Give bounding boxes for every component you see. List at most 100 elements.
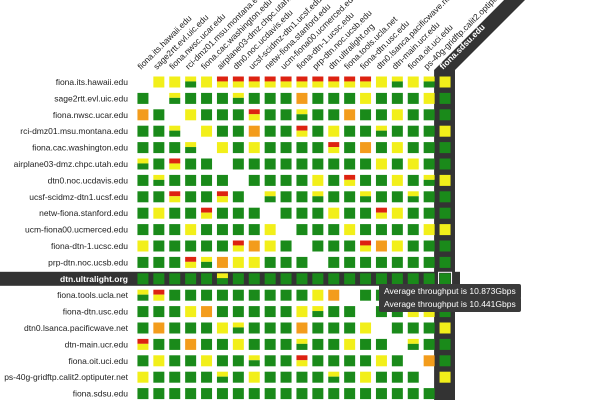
matrix-cell-ps-40g-gridftp-calit2-optiputer-net-to-fiona-its-hawaii-edu[interactable] [137,371,149,383]
matrix-cell-fiona-dtn-usc-edu-to-dtn-ultralight-org[interactable] [328,306,340,318]
row-label-fiona-dtn-usc-edu[interactable]: fiona-dtn.usc.edu [63,307,128,317]
matrix-cell-dtn-main-ucr-edu-to-fiona-oit-uci-edu[interactable] [407,338,419,350]
matrix-cell-fiona-oit-uci-edu-to-ucm-fiona00-ucmerced-edu[interactable] [280,355,292,367]
matrix-cell-dtn0-lsanca-pacificwave-net-to-dtn-ultralight-org[interactable] [328,322,340,334]
matrix-cell-dtn-main-ucr-edu-to-dtn0-noc-ucdavis-edu[interactable] [232,338,244,350]
matrix-cell-ps-40g-gridftp-calit2-optiputer-net-to-fiona-tools-ucla-net[interactable] [344,371,356,383]
matrix-cell-dtn0-noc-ucdavis-edu-to-fiona-its-hawaii-edu[interactable] [137,174,149,186]
matrix-cell-sage2rtt-evl-uic-edu-to-ps-40g-gridftp-calit2-optiputer-net[interactable] [423,92,435,104]
row-label-dtn0-lsanca-pacificwave-net[interactable]: dtn0.lsanca.pacificwave.net [24,323,129,333]
matrix-cell-prp-dtn-noc-ucsb-edu-to-dtn0-lsanca-pacificwave-net[interactable] [375,256,387,268]
matrix-cell-rci-dmz01-msu-montana-edu-to-dtn-main-ucr-edu[interactable] [391,125,403,137]
matrix-cell-fiona-sdsu-edu-to-ps-40g-gridftp-calit2-optiputer-net[interactable] [423,388,435,400]
matrix-cell-sage2rtt-evl-uic-edu-to-fiona-its-hawaii-edu[interactable] [137,92,149,104]
matrix-cell-ucm-fiona00-ucmerced-edu-to-fiona-dtn-1-ucsc-edu[interactable] [296,224,308,236]
matrix-cell-netw-fiona-stanford-edu-to-dtn-ultralight-org[interactable] [328,207,340,219]
matrix-cell-fiona-sdsu-edu-to-fiona-cac-washington-edu[interactable] [201,388,213,400]
matrix-cell-dtn0-noc-ucdavis-edu-to-airplane03-dmz-chpc-utah-edu[interactable] [216,174,228,186]
matrix-cell-ucm-fiona00-ucmerced-edu-to-sage2rtt-evl-uic-edu[interactable] [153,224,165,236]
matrix-cell-ps-40g-gridftp-calit2-optiputer-net-to-dtn0-noc-ucdavis-edu[interactable] [232,371,244,383]
matrix-cell-sage2rtt-evl-uic-edu-to-prp-dtn-noc-ucsb-edu[interactable] [312,92,324,104]
matrix-cell-rci-dmz01-msu-montana-edu-to-fiona-its-hawaii-edu[interactable] [137,125,149,137]
matrix-cell-fiona-its-hawaii-edu-to-fiona-sdsu-edu[interactable] [439,76,451,88]
matrix-cell-ucsf-scidmz-dtn1-ucsf-edu-to-prp-dtn-noc-ucsb-edu[interactable] [312,191,324,203]
matrix-cell-airplane03-dmz-chpc-utah-edu-to-dtn0-lsanca-pacificwave-net[interactable] [375,158,387,170]
matrix-cell-netw-fiona-stanford-edu-to-ucsf-scidmz-dtn1-ucsf-edu[interactable] [248,207,260,219]
matrix-cell-dtn-ultralight-org-to-fiona-oit-uci-edu[interactable] [407,273,419,285]
matrix-cell-ps-40g-gridftp-calit2-optiputer-net-to-fiona-oit-uci-edu[interactable] [407,371,419,383]
row-label-ucsf-scidmz-dtn1-ucsf-edu[interactable]: ucsf-scidmz-dtn1.ucsf.edu [29,192,128,202]
matrix-cell-prp-dtn-noc-ucsb-edu-to-ucm-fiona00-ucmerced-edu[interactable] [280,256,292,268]
matrix-cell-fiona-its-hawaii-edu-to-dtn0-noc-ucdavis-edu[interactable] [232,76,244,88]
matrix-cell-dtn-ultralight-org-to-ps-40g-gridftp-calit2-optiputer-net[interactable] [423,273,435,285]
matrix-cell-fiona-oit-uci-edu-to-fiona-nwsc-ucar-edu[interactable] [169,355,181,367]
matrix-cell-dtn0-lsanca-pacificwave-net-to-ucsf-scidmz-dtn1-ucsf-edu[interactable] [248,322,260,334]
matrix-cell-dtn0-noc-ucdavis-edu-to-dtn-main-ucr-edu[interactable] [391,174,403,186]
matrix-cell-dtn0-lsanca-pacificwave-net-to-ucm-fiona00-ucmerced-edu[interactable] [280,322,292,334]
matrix-cell-ps-40g-gridftp-calit2-optiputer-net-to-netw-fiona-stanford-edu[interactable] [264,371,276,383]
matrix-cell-rci-dmz01-msu-montana-edu-to-prp-dtn-noc-ucsb-edu[interactable] [312,125,324,137]
matrix-cell-fiona-tools-ucla-net-to-netw-fiona-stanford-edu[interactable] [264,289,276,301]
matrix-cell-fiona-dtn-1-ucsc-edu-to-netw-fiona-stanford-edu[interactable] [264,240,276,252]
matrix-cell-fiona-tools-ucla-net-to-fiona-dtn-1-ucsc-edu[interactable] [296,289,308,301]
matrix-cell-dtn-main-ucr-edu-to-rci-dmz01-msu-montana-edu[interactable] [185,338,197,350]
matrix-cell-ps-40g-gridftp-calit2-optiputer-net-to-airplane03-dmz-chpc-utah-edu[interactable] [216,371,228,383]
row-label-fiona-tools-ucla-net[interactable]: fiona.tools.ucla.net [57,290,129,300]
matrix-cell-airplane03-dmz-chpc-utah-edu-to-netw-fiona-stanford-edu[interactable] [264,158,276,170]
matrix-cell-prp-dtn-noc-ucsb-edu-to-netw-fiona-stanford-edu[interactable] [264,256,276,268]
matrix-cell-ucsf-scidmz-dtn1-ucsf-edu-to-fiona-cac-washington-edu[interactable] [201,191,213,203]
matrix-cell-dtn0-lsanca-pacificwave-net-to-fiona-tools-ucla-net[interactable] [344,322,356,334]
matrix-cell-ucsf-scidmz-dtn1-ucsf-edu-to-ps-40g-gridftp-calit2-optiputer-net[interactable] [423,191,435,203]
matrix-cell-dtn-main-ucr-edu-to-dtn-ultralight-org[interactable] [328,338,340,350]
matrix-cell-rci-dmz01-msu-montana-edu-to-fiona-dtn-1-ucsc-edu[interactable] [296,125,308,137]
matrix-cell-sage2rtt-evl-uic-edu-to-fiona-cac-washington-edu[interactable] [201,92,213,104]
row-label-fiona-oit-uci-edu[interactable]: fiona.oit.uci.edu [68,356,128,366]
matrix-cell-dtn0-noc-ucdavis-edu-to-ucsf-scidmz-dtn1-ucsf-edu[interactable] [248,174,260,186]
matrix-cell-ps-40g-gridftp-calit2-optiputer-net-to-sage2rtt-evl-uic-edu[interactable] [153,371,165,383]
matrix-cell-dtn-ultralight-org-to-fiona-cac-washington-edu[interactable] [201,273,213,285]
matrix-cell-fiona-cac-washington-edu-to-airplane03-dmz-chpc-utah-edu[interactable] [216,142,228,154]
matrix-cell-dtn0-noc-ucdavis-edu-to-rci-dmz01-msu-montana-edu[interactable] [185,174,197,186]
matrix-cell-sage2rtt-evl-uic-edu-to-rci-dmz01-msu-montana-edu[interactable] [185,92,197,104]
matrix-cell-sage2rtt-evl-uic-edu-to-dtn0-noc-ucdavis-edu[interactable] [232,92,244,104]
matrix-cell-fiona-its-hawaii-edu-to-airplane03-dmz-chpc-utah-edu[interactable] [216,76,228,88]
matrix-cell-ucsf-scidmz-dtn1-ucsf-edu-to-ucm-fiona00-ucmerced-edu[interactable] [280,191,292,203]
matrix-cell-fiona-nwsc-ucar-edu-to-dtn0-lsanca-pacificwave-net[interactable] [375,109,387,121]
matrix-cell-sage2rtt-evl-uic-edu-to-netw-fiona-stanford-edu[interactable] [264,92,276,104]
matrix-cell-rci-dmz01-msu-montana-edu-to-sage2rtt-evl-uic-edu[interactable] [153,125,165,137]
matrix-cell-fiona-oit-uci-edu-to-sage2rtt-evl-uic-edu[interactable] [153,355,165,367]
matrix-cell-fiona-tools-ucla-net-to-ucm-fiona00-ucmerced-edu[interactable] [280,289,292,301]
matrix-cell-fiona-oit-uci-edu-to-dtn-ultralight-org[interactable] [328,355,340,367]
matrix-cell-fiona-sdsu-edu-to-fiona-its-hawaii-edu[interactable] [137,388,149,400]
matrix-cell-fiona-its-hawaii-edu-to-fiona-dtn-usc-edu[interactable] [360,76,372,88]
matrix-cell-ps-40g-gridftp-calit2-optiputer-net-to-fiona-nwsc-ucar-edu[interactable] [169,371,181,383]
matrix-cell-fiona-tools-ucla-net-to-airplane03-dmz-chpc-utah-edu[interactable] [216,289,228,301]
matrix-cell-dtn-ultralight-org-to-prp-dtn-noc-ucsb-edu[interactable] [312,273,324,285]
matrix-cell-dtn0-noc-ucdavis-edu-to-sage2rtt-evl-uic-edu[interactable] [153,174,165,186]
matrix-cell-fiona-nwsc-ucar-edu-to-fiona-dtn-usc-edu[interactable] [360,109,372,121]
matrix-cell-prp-dtn-noc-ucsb-edu-to-fiona-dtn-1-ucsc-edu[interactable] [296,256,308,268]
matrix-cell-fiona-nwsc-ucar-edu-to-prp-dtn-noc-ucsb-edu[interactable] [312,109,324,121]
matrix-cell-fiona-sdsu-edu-to-fiona-nwsc-ucar-edu[interactable] [169,388,181,400]
matrix-cell-dtn0-noc-ucdavis-edu-to-prp-dtn-noc-ucsb-edu[interactable] [312,174,324,186]
matrix-cell-netw-fiona-stanford-edu-to-fiona-dtn-usc-edu[interactable] [360,207,372,219]
matrix-cell-fiona-cac-washington-edu-to-netw-fiona-stanford-edu[interactable] [264,142,276,154]
matrix-cell-dtn0-noc-ucdavis-edu-to-fiona-dtn-usc-edu[interactable] [360,174,372,186]
matrix-cell-dtn-main-ucr-edu-to-ps-40g-gridftp-calit2-optiputer-net[interactable] [423,338,435,350]
matrix-cell-ucm-fiona00-ucmerced-edu-to-fiona-dtn-usc-edu[interactable] [360,224,372,236]
matrix-cell-prp-dtn-noc-ucsb-edu-to-fiona-sdsu-edu[interactable] [439,256,451,268]
matrix-cell-fiona-dtn-usc-edu-to-ucsf-scidmz-dtn1-ucsf-edu[interactable] [248,306,260,318]
matrix-cell-fiona-oit-uci-edu-to-fiona-sdsu-edu[interactable] [439,355,451,367]
matrix-cell-fiona-cac-washington-edu-to-dtn-ultralight-org[interactable] [328,142,340,154]
row-label-ucm-fiona00-ucmerced-edu[interactable]: ucm-fiona00.ucmerced.edu [25,225,128,235]
matrix-cell-airplane03-dmz-chpc-utah-edu-to-fiona-tools-ucla-net[interactable] [344,158,356,170]
matrix-cell-prp-dtn-noc-ucsb-edu-to-ucsf-scidmz-dtn1-ucsf-edu[interactable] [248,256,260,268]
matrix-cell-dtn-main-ucr-edu-to-fiona-sdsu-edu[interactable] [439,338,451,350]
matrix-cell-sage2rtt-evl-uic-edu-to-fiona-sdsu-edu[interactable] [439,92,451,104]
matrix-cell-fiona-cac-washington-edu-to-fiona-dtn-usc-edu[interactable] [360,142,372,154]
matrix-cell-netw-fiona-stanford-edu-to-fiona-its-hawaii-edu[interactable] [137,207,149,219]
matrix-cell-airplane03-dmz-chpc-utah-edu-to-dtn0-noc-ucdavis-edu[interactable] [232,158,244,170]
matrix-cell-fiona-dtn-1-ucsc-edu-to-sage2rtt-evl-uic-edu[interactable] [153,240,165,252]
matrix-cell-airplane03-dmz-chpc-utah-edu-to-fiona-nwsc-ucar-edu[interactable] [169,158,181,170]
matrix-cell-fiona-nwsc-ucar-edu-to-ucsf-scidmz-dtn1-ucsf-edu[interactable] [248,109,260,121]
